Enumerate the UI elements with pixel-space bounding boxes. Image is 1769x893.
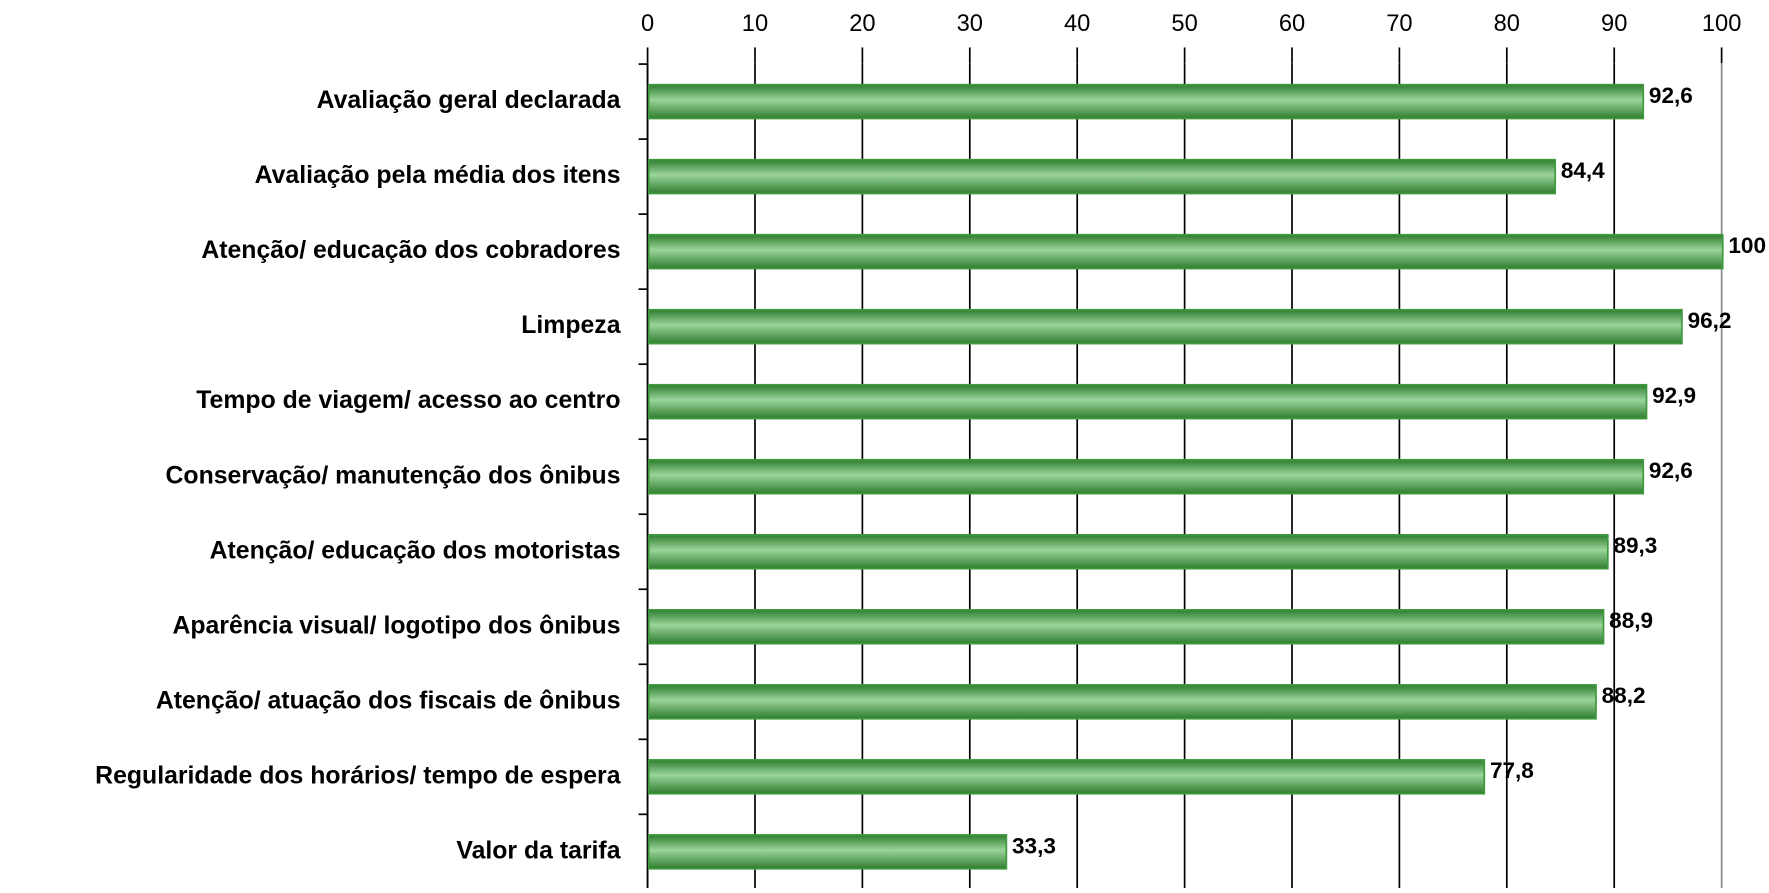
category-label: Aparência visual/ logotipo dos ônibus xyxy=(172,612,620,639)
x-tick-label: 50 xyxy=(1171,11,1197,37)
x-tick-label: 90 xyxy=(1601,11,1627,37)
value-label: 84,4 xyxy=(1561,158,1605,183)
bar xyxy=(647,383,1648,420)
category-label: Conservação/ manutenção dos ônibus xyxy=(166,462,621,489)
x-tick-label: 30 xyxy=(957,11,983,37)
value-label: 88,2 xyxy=(1602,683,1646,708)
category-label: Atenção/ educação dos motoristas xyxy=(210,537,621,564)
value-label: 77,8 xyxy=(1490,758,1534,783)
value-label: 92,9 xyxy=(1652,383,1696,408)
bar xyxy=(647,233,1724,270)
category-label: Avaliação pela média dos itens xyxy=(255,162,621,189)
value-label: 92,6 xyxy=(1649,458,1693,483)
bar xyxy=(647,834,1008,870)
bar xyxy=(647,533,1609,570)
category-label: Valor da tarifa xyxy=(456,837,620,864)
x-tick-label: 10 xyxy=(742,11,768,37)
x-tick-label: 70 xyxy=(1386,11,1412,37)
value-label: 33,3 xyxy=(1012,833,1056,858)
x-tick-label: 0 xyxy=(641,11,654,37)
x-tick-label: 60 xyxy=(1279,11,1305,37)
bar xyxy=(647,608,1605,645)
x-tick-label: 100 xyxy=(1702,11,1742,37)
x-tick-label: 20 xyxy=(849,11,875,37)
bar xyxy=(647,759,1486,795)
bar xyxy=(647,308,1683,345)
bar xyxy=(647,158,1557,195)
bar xyxy=(647,458,1645,495)
value-label: 96,2 xyxy=(1688,308,1732,333)
value-label: 88,9 xyxy=(1609,608,1653,633)
category-label: Limpeza xyxy=(521,312,620,339)
category-label: Atenção/ educação dos cobradores xyxy=(201,237,620,264)
value-label: 100 xyxy=(1728,233,1766,258)
x-tick-label: 80 xyxy=(1494,11,1520,37)
category-label: Atenção/ atuação dos fiscais de ônibus xyxy=(156,687,621,714)
category-label: Regularidade dos horários/ tempo de espe… xyxy=(95,762,621,789)
bar xyxy=(647,684,1597,720)
value-label: 89,3 xyxy=(1613,533,1657,558)
value-label: 92,6 xyxy=(1649,83,1693,108)
category-label: Avaliação geral declarada xyxy=(317,87,621,114)
x-tick-label: 40 xyxy=(1064,11,1090,37)
bar xyxy=(647,83,1645,120)
category-label: Tempo de viagem/ acesso ao centro xyxy=(196,387,620,414)
